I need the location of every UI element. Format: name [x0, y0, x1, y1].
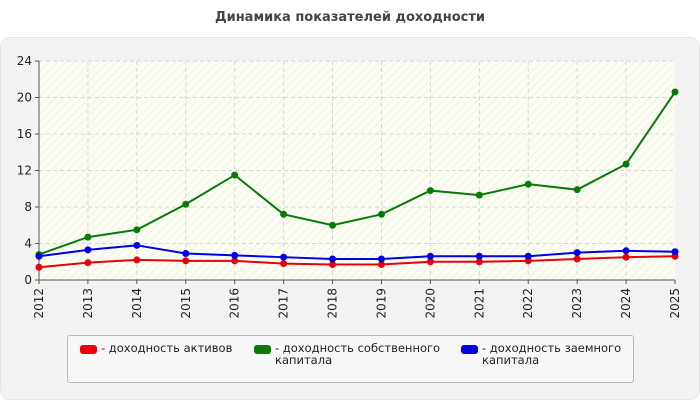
data-point-assets: [622, 253, 630, 261]
data-point-assets: [280, 260, 288, 268]
y-tick-label: 20: [17, 91, 32, 105]
x-tick-label: 2016: [228, 288, 242, 319]
legend-swatch-equity: [254, 345, 271, 354]
data-point-equity: [671, 88, 679, 96]
data-point-debt: [377, 255, 385, 263]
y-tick-label: 8: [24, 200, 32, 214]
data-point-assets: [133, 256, 141, 264]
data-point-debt: [329, 255, 337, 263]
legend-label-debt: - доходность заемного капитала: [482, 341, 622, 367]
legend: - доходность активов - доходность собств…: [67, 335, 634, 383]
x-tick-label: 2021: [472, 288, 486, 319]
data-point-equity: [133, 226, 141, 234]
data-point-debt: [133, 241, 141, 249]
data-point-equity: [84, 233, 92, 241]
series-layer: [35, 88, 679, 271]
data-point-assets: [475, 258, 483, 266]
legend-item-assets: - доходность активов: [80, 342, 232, 354]
x-tick-label: 2019: [374, 288, 388, 319]
data-point-debt: [524, 252, 532, 260]
data-point-assets: [84, 259, 92, 267]
x-tick-label: 2024: [619, 288, 633, 319]
data-point-equity: [622, 160, 630, 168]
y-tick-label: 16: [17, 127, 32, 141]
chart-title: Динамика показателей доходности: [215, 10, 485, 25]
data-point-equity: [573, 186, 581, 194]
data-point-debt: [475, 252, 483, 260]
x-tick-label: 2014: [130, 288, 144, 319]
data-point-debt: [231, 251, 239, 259]
data-point-assets: [573, 255, 581, 263]
data-point-equity: [182, 200, 190, 208]
data-point-assets: [35, 263, 43, 271]
data-point-equity: [426, 187, 434, 195]
y-tick-label: 12: [17, 164, 32, 178]
data-point-equity: [231, 171, 239, 179]
data-point-equity: [329, 221, 337, 229]
x-tick-label: 2022: [521, 288, 535, 319]
legend-item-debt: - доходность заемного капитала: [461, 342, 621, 366]
data-point-debt: [671, 248, 679, 256]
data-point-equity: [377, 210, 385, 218]
data-point-debt: [426, 252, 434, 260]
data-point-assets: [377, 260, 385, 268]
data-point-equity: [475, 191, 483, 199]
data-point-debt: [84, 246, 92, 254]
y-tick-label: 0: [24, 273, 32, 287]
x-tick-label: 2013: [81, 288, 95, 319]
series-line-debt: [38, 244, 676, 261]
grid-lines: [39, 60, 675, 280]
x-tick-label: 2017: [277, 288, 291, 319]
legend-label-equity: - доходность собственного капитала: [275, 341, 441, 367]
x-tick-label: 2015: [179, 288, 193, 319]
legend-swatch-assets: [80, 345, 97, 354]
legend-swatch-debt: [461, 345, 478, 354]
legend-label-assets: - доходность активов: [101, 341, 233, 355]
x-tick-label: 2012: [32, 288, 46, 319]
data-point-equity: [524, 180, 532, 188]
y-tick-label: 4: [24, 237, 32, 251]
series-line-assets: [38, 255, 676, 269]
series-line-equity: [38, 91, 676, 256]
x-tick-label: 2025: [668, 288, 682, 319]
data-point-assets: [231, 257, 239, 265]
data-point-debt: [622, 247, 630, 255]
data-point-assets: [426, 258, 434, 266]
legend-item-equity: - доходность собственного капитала: [254, 342, 440, 366]
x-tick-label: 2023: [570, 288, 584, 319]
data-point-assets: [329, 260, 337, 268]
y-tick-label: 24: [17, 54, 32, 68]
x-tick-label: 2018: [326, 288, 340, 319]
data-point-debt: [182, 250, 190, 258]
data-point-assets: [182, 257, 190, 265]
x-tick-label: 2020: [423, 288, 437, 319]
data-point-debt: [280, 253, 288, 261]
data-point-debt: [573, 249, 581, 257]
data-point-debt: [35, 252, 43, 260]
data-point-equity: [280, 210, 288, 218]
